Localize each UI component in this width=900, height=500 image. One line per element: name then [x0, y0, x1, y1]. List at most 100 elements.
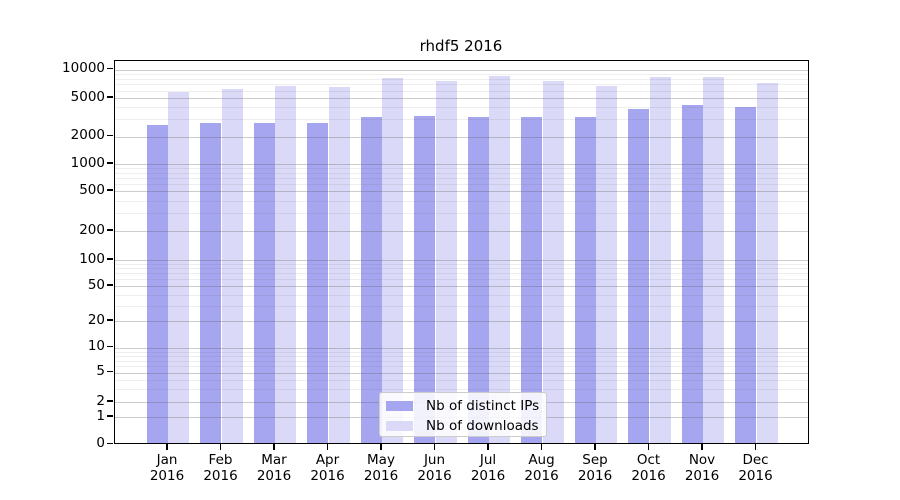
y-tick-label: 20: [87, 311, 105, 328]
gridline-minor: [114, 74, 808, 75]
x-tick-label: Dec 2016: [738, 452, 773, 484]
y-tick-label: 5: [96, 363, 105, 380]
bar-distinct-ips: [467, 117, 489, 443]
x-tick-mark: [433, 443, 436, 450]
bar-downloads: [435, 80, 457, 443]
gridline-minor: [114, 351, 808, 353]
gridline-minor: [114, 177, 808, 179]
y-tick-mark: [107, 415, 113, 417]
gridline-minor: [114, 172, 808, 174]
bar-downloads: [703, 77, 725, 443]
x-tick-mark: [219, 443, 222, 450]
bar-distinct-ips: [414, 116, 436, 443]
x-tick-mark: [540, 443, 543, 450]
plot-area: [113, 60, 809, 444]
y-tick-label: 5000: [70, 88, 105, 105]
legend-swatch: [386, 421, 413, 431]
y-tick-label: 0: [96, 435, 105, 451]
gridline-minor: [114, 84, 808, 86]
x-tick-mark: [166, 443, 168, 450]
y-tick-label: 50: [87, 276, 105, 293]
gridline-major: [114, 260, 808, 261]
y-tick-label: 2000: [70, 127, 105, 143]
y-tick-mark: [107, 96, 113, 98]
gridline-major: [114, 286, 808, 287]
x-tick-label: Aug 2016: [524, 452, 559, 484]
y-tick-mark: [107, 442, 113, 445]
x-tick-label: Jun 2016: [417, 452, 452, 484]
gridline-minor: [114, 263, 808, 265]
gridline-minor: [114, 360, 808, 362]
x-tick-mark: [647, 443, 650, 450]
gridline-minor: [114, 200, 808, 202]
gridline-major: [114, 136, 808, 138]
gridline-minor: [114, 305, 808, 307]
y-tick-mark: [107, 346, 113, 348]
gridline-major: [114, 347, 808, 349]
x-tick-label: Mar 2016: [256, 452, 292, 484]
bar-downloads: [649, 77, 671, 443]
bar-distinct-ips: [521, 117, 543, 443]
x-tick-mark: [594, 443, 596, 450]
bar-distinct-ips: [200, 122, 222, 443]
y-tick-label: 2: [96, 392, 105, 409]
gridline-minor: [114, 294, 808, 296]
gridline-minor: [114, 213, 808, 215]
gridline-major: [114, 231, 808, 232]
x-tick-label: Jan 2016: [149, 452, 185, 484]
gridline-major: [114, 321, 808, 322]
x-tick-label: Jul 2016: [470, 452, 506, 484]
x-tick-label: Nov 2016: [684, 452, 720, 484]
bar-distinct-ips: [628, 108, 650, 443]
gridline-major: [114, 98, 808, 99]
x-tick-mark: [487, 443, 489, 450]
bar-downloads: [328, 86, 350, 443]
y-tick-mark: [107, 371, 113, 373]
y-tick-label: 10: [87, 338, 105, 355]
bar-distinct-ips: [253, 123, 275, 443]
bar-downloads: [275, 85, 297, 443]
x-tick-label: Oct 2016: [631, 452, 666, 484]
y-tick-label: 1: [96, 407, 105, 424]
gridline-minor: [114, 78, 808, 80]
y-tick-label: 500: [79, 181, 105, 198]
y-tick-mark: [107, 284, 113, 286]
chart-title: rhdf5 2016: [419, 37, 503, 55]
y-tick-mark: [107, 229, 113, 231]
y-tick-mark: [107, 162, 113, 164]
legend-label: Nb of downloads: [426, 418, 539, 434]
legend-item: Nb of downloads: [380, 416, 546, 436]
x-tick-mark: [273, 443, 275, 450]
bar-distinct-ips: [307, 123, 329, 443]
x-tick-label: May 2016: [363, 452, 399, 484]
legend: Nb of distinct IPs Nb of downloads: [379, 392, 547, 437]
bar-downloads: [596, 85, 618, 443]
bar-distinct-ips: [735, 107, 757, 443]
gridline-minor: [114, 90, 808, 92]
bar-distinct-ips: [681, 105, 703, 443]
gridline-minor: [114, 379, 808, 381]
bar-distinct-ips: [574, 116, 596, 443]
bar-downloads: [542, 81, 564, 443]
gridline-minor: [114, 273, 808, 275]
y-tick-mark: [107, 189, 113, 191]
bar-downloads: [382, 77, 404, 443]
bar-distinct-ips: [146, 125, 168, 443]
x-tick-mark: [701, 443, 703, 450]
gridline-minor: [114, 183, 808, 185]
gridline-minor: [114, 355, 808, 357]
gridline-minor: [114, 279, 808, 281]
bar-distinct-ips: [360, 117, 382, 443]
bar-downloads: [168, 92, 190, 443]
gridline-minor: [114, 107, 808, 109]
x-tick-mark: [754, 443, 757, 450]
y-tick-mark: [107, 68, 113, 70]
gridline-minor: [114, 366, 808, 368]
y-tick-label: 1000: [70, 154, 105, 171]
gridline-minor: [114, 389, 808, 391]
gridline-major: [114, 164, 808, 165]
gridline-major: [114, 69, 808, 71]
bar-downloads: [489, 75, 511, 443]
legend-label: Nb of distinct IPs: [426, 398, 540, 414]
legend-swatch: [386, 401, 413, 411]
